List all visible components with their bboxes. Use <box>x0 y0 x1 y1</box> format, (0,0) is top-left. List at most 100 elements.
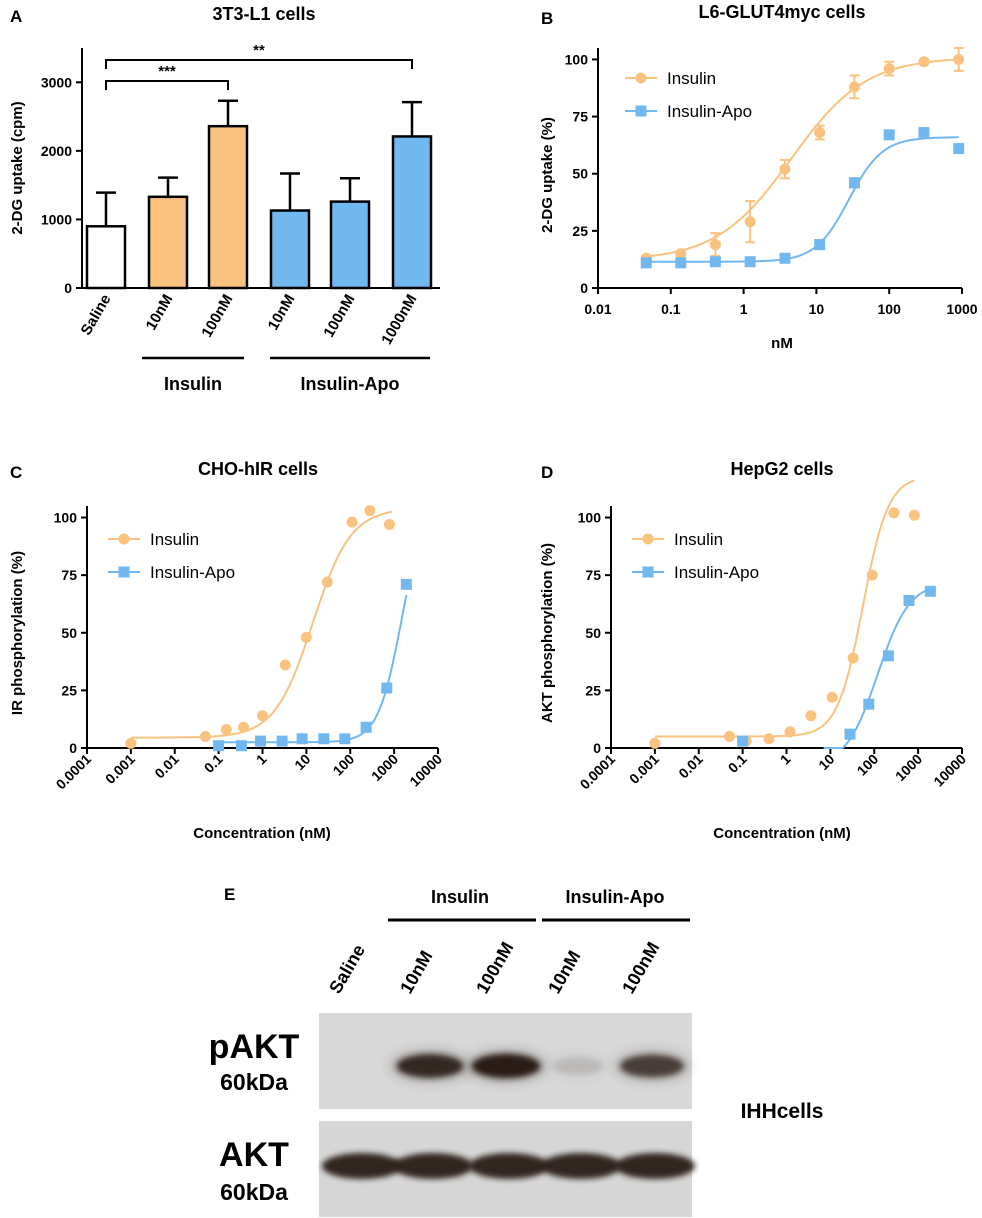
legend-marker-insulin_apo <box>118 566 130 578</box>
panel-c-x-tick-label: 100 <box>330 751 358 779</box>
panel-c-x-tick-label: 1 <box>253 751 270 768</box>
significance-bracket <box>105 80 229 90</box>
panel-d-y-tick-label: 100 <box>578 510 602 526</box>
fit-curve-insulin <box>646 58 959 258</box>
data-point-insulin_apo <box>903 594 915 606</box>
fit-curve-insulin <box>654 479 915 738</box>
data-point-insulin_apo <box>276 735 288 747</box>
panel-b-y-tick-label: 0 <box>580 280 588 296</box>
data-point-insulin_apo <box>737 735 749 747</box>
data-point-insulin <box>888 507 900 519</box>
data-point-insulin <box>847 652 859 664</box>
panel-d: D HepG2 cells AKT phosphorylation (%) Co… <box>539 459 969 842</box>
panel-c-x-tick-label: 0.01 <box>151 751 182 782</box>
data-point-insulin_apo <box>924 585 936 597</box>
data-point-insulin <box>866 569 878 581</box>
legend-label-insulin: Insulin <box>150 530 199 549</box>
data-point-insulin <box>321 576 333 588</box>
data-point-insulin_apo <box>318 733 330 745</box>
panel-b-x-tick-label: 10 <box>809 301 825 317</box>
panel-b-plot: 0 25 50 75 100 0.01 0.1 1 10 100 1000 Insulin Insuli… <box>565 47 978 317</box>
panel-c-ylabel: IR phosphorylation (%) <box>9 551 26 715</box>
panel-d-y-tick-label: 50 <box>585 625 601 641</box>
pakt-bands <box>390 1051 690 1081</box>
panel-a-x-labels: Saline 10nM 100nM 10nM 100nM 1000nM <box>78 292 421 348</box>
panel-e-group-insulin-apo: Insulin-Apo <box>566 887 665 907</box>
panel-a-ylabel: 2-DG uptake (cpm) <box>9 101 26 234</box>
data-point-insulin <box>346 516 358 528</box>
data-point-insulin <box>805 710 817 722</box>
panel-d-x-tick-label: 10 <box>815 751 837 773</box>
data-point-insulin <box>779 163 791 175</box>
fit-curve-insulin_apo <box>218 595 408 744</box>
panel-a-group-insulin: Insulin <box>164 374 222 394</box>
akt-band <box>322 1153 402 1179</box>
panel-d-x-tick-label: 1000 <box>892 751 925 784</box>
panel-c-x-tick-label: 10 <box>291 751 313 773</box>
panel-b: B L6-GLUT4myc cells 2-DG uptake (%) nM 0… <box>539 2 978 352</box>
lane-label: Saline <box>325 941 369 997</box>
legend-marker-insulin <box>118 533 130 545</box>
lane-label: 100nM <box>472 938 517 997</box>
panel-a-category-label: 1000nM <box>378 292 420 348</box>
data-point-insulin <box>723 730 735 742</box>
fit-curve-insulin_apo <box>646 136 959 263</box>
panel-d-x-tick-label: 1 <box>777 751 794 768</box>
panel-a-category-label: 10nM <box>143 292 177 334</box>
data-point-insulin_apo <box>213 740 225 752</box>
panel-a-y-tick-label: 3000 <box>41 74 72 90</box>
bar-saline <box>85 225 127 290</box>
panel-c-x-tick-label: 0.1 <box>201 751 226 776</box>
data-point-insulin_apo <box>339 733 351 745</box>
panel-b-x-tick-label: 1000 <box>946 301 977 317</box>
panel-c-x-tick-label: 0.001 <box>102 751 138 787</box>
data-point-insulin <box>763 733 775 745</box>
data-point-insulin <box>953 53 965 65</box>
panel-c-letter: C <box>10 463 22 482</box>
cell-line-label: IHHcells <box>741 1100 824 1123</box>
panel-c-y-tick-label: 75 <box>61 567 77 583</box>
data-point-insulin_apo <box>744 256 756 268</box>
panel-a-letter: A <box>10 7 22 26</box>
lane-label: 10nM <box>396 947 436 997</box>
panel-e-letter: E <box>224 885 235 904</box>
panel-b-x-tick-label: 1 <box>740 301 748 317</box>
akt-band <box>393 1153 473 1179</box>
panel-b-letter: B <box>541 9 553 28</box>
pakt-band <box>620 1054 684 1078</box>
data-point-insulin_apo <box>709 256 721 268</box>
panel-c-y-tick-label: 100 <box>54 510 78 526</box>
pakt-band <box>396 1054 464 1078</box>
data-point-insulin_apo <box>863 698 875 710</box>
data-point-insulin_apo <box>848 177 860 189</box>
data-point-insulin <box>709 239 721 251</box>
legend-label-insulin: Insulin <box>674 530 723 549</box>
data-point-insulin <box>257 710 268 722</box>
bar-insulin_apo <box>269 209 311 290</box>
panel-c: C CHO-hIR cells IR phosphorylation (%) C… <box>9 459 445 842</box>
data-point-insulin_apo <box>675 257 687 269</box>
panel-c-y-tick-label: 0 <box>69 740 77 756</box>
panel-b-y-tick-label: 100 <box>565 51 589 67</box>
panel-a-category-label: 100nM <box>320 292 358 341</box>
panel-d-xlabel: Concentration (nM) <box>713 825 850 842</box>
bar-insulin <box>147 195 189 290</box>
panel-e-group-insulin: Insulin <box>431 887 489 907</box>
legend-label-insulin: Insulin <box>667 69 716 88</box>
panel-c-x-tick-label: 10000 <box>406 751 445 790</box>
data-point-insulin_apo <box>381 682 393 694</box>
panel-e: E Insulin Insulin-Apo Saline 10nM 100nM 10n… <box>209 885 824 1217</box>
data-point-insulin_apo <box>779 252 791 264</box>
panel-d-y-tick-label: 0 <box>593 740 601 756</box>
data-point-insulin_apo <box>400 578 412 590</box>
panel-b-title: L6-GLUT4myc cells <box>698 2 865 22</box>
data-point-insulin_apo <box>844 728 856 740</box>
data-point-insulin_apo <box>953 143 965 155</box>
legend-label-insulin_apo: Insulin-Apo <box>674 563 759 582</box>
data-point-insulin <box>744 216 756 228</box>
data-point-insulin <box>220 724 232 736</box>
legend-marker-insulin <box>642 533 654 545</box>
pakt-band <box>552 1056 604 1076</box>
panel-c-plot: 0 25 50 75 100 0.0001 0.001 0.01 0.1 1 10 100 1000 10… <box>53 505 445 792</box>
panel-a-category-label: 10nM <box>265 292 299 334</box>
